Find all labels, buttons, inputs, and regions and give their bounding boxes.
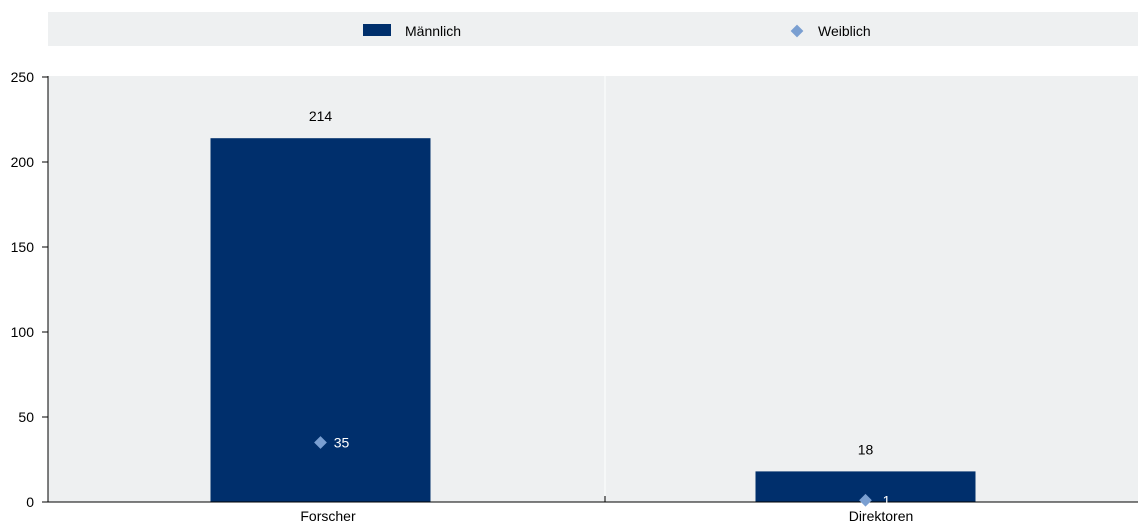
bar-value-label: 214 [309, 108, 333, 124]
x-axis: Forscher Direktoren [48, 496, 1138, 524]
x-tick-label-direktoren: Direktoren [849, 508, 914, 524]
legend-label-weiblich: Weiblich [818, 23, 871, 39]
y-tick-label: 100 [11, 324, 35, 340]
y-tick-label: 250 [11, 69, 35, 85]
marker-weiblich [314, 436, 327, 449]
x-tick-label-forscher: Forscher [300, 508, 356, 524]
markers: 35 1 [314, 435, 891, 508]
legend-swatch-maennlich [363, 24, 391, 36]
y-tick-label: 0 [26, 494, 34, 510]
marker-value-label: 1 [883, 492, 891, 508]
bar-value-label: 18 [858, 441, 874, 457]
legend-background [48, 12, 1138, 46]
legend-label-maennlich: Männlich [405, 23, 461, 39]
y-tick-label: 200 [11, 154, 35, 170]
y-axis: 0 50 100 150 200 250 [11, 69, 49, 510]
y-tick-label: 50 [18, 409, 34, 425]
legend: Männlich Weiblich [48, 12, 1138, 46]
y-tick-label: 150 [11, 239, 35, 255]
marker-value-label: 35 [334, 435, 350, 451]
